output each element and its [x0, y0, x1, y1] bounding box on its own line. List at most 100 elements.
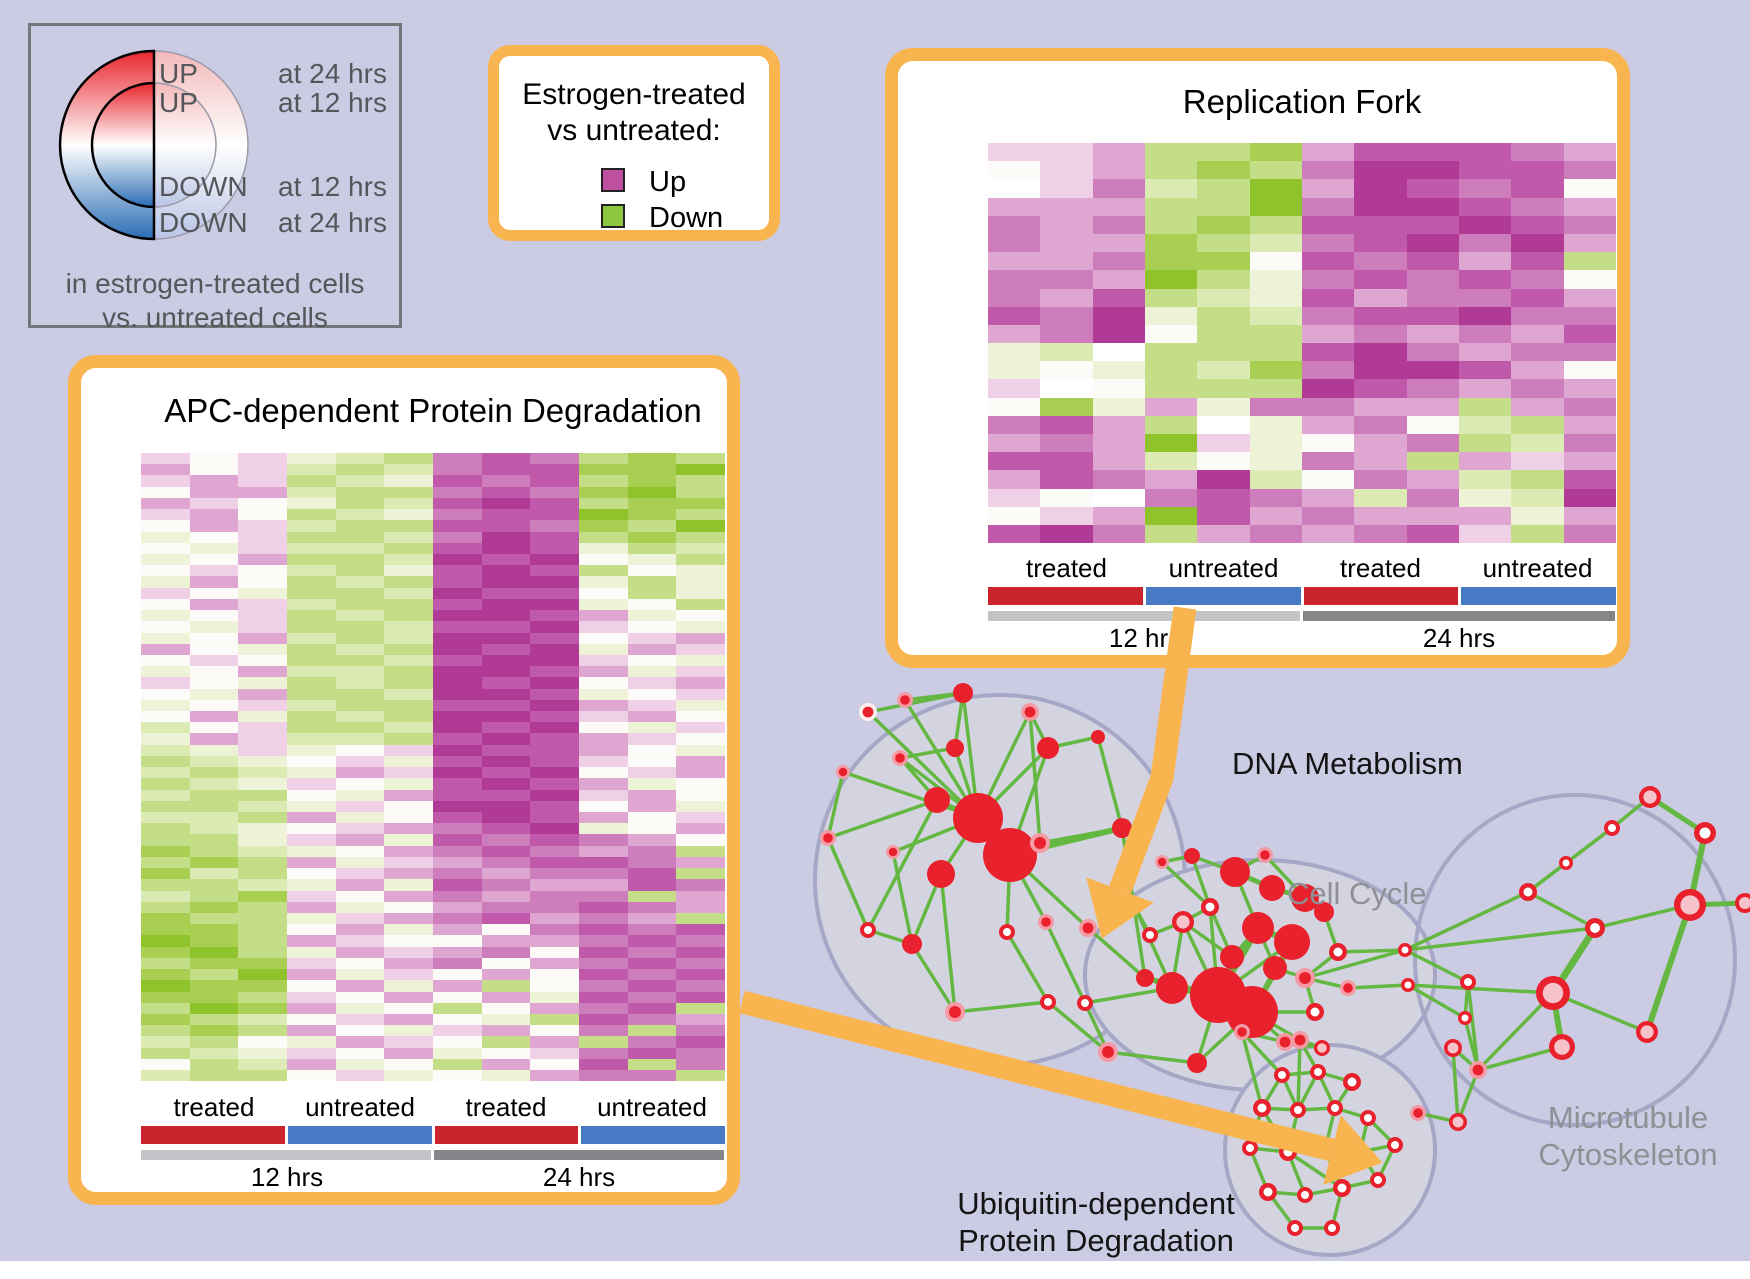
- network-node-core: [1263, 1187, 1273, 1197]
- network-node-core: [1102, 1046, 1114, 1058]
- heatmap-row: [141, 912, 726, 925]
- network-node-core: [1542, 982, 1564, 1004]
- heatmap-row: [141, 778, 726, 790]
- network-edge: [1404, 948, 1469, 984]
- network-node-core: [1464, 978, 1472, 986]
- circle-legend-direction: DOWN: [159, 207, 248, 238]
- treated-bar: [988, 587, 1143, 605]
- group-label: untreated: [597, 1092, 707, 1122]
- network-node: [946, 739, 964, 757]
- network-node: [1220, 857, 1250, 887]
- network-node: [1037, 737, 1059, 759]
- network-node-core: [1413, 1108, 1423, 1118]
- network-node-core: [1044, 998, 1052, 1006]
- network-edge: [1407, 983, 1466, 1020]
- network-node-core: [1294, 1034, 1306, 1046]
- heatmap-row: [141, 901, 726, 913]
- up-color-swatch: [601, 168, 625, 192]
- connector-arrow-head: [1086, 877, 1154, 939]
- network-node-core: [1146, 931, 1154, 939]
- network-node-core: [1608, 824, 1616, 832]
- network-node-core: [1294, 1106, 1302, 1114]
- circle-legend-box: UP at 24 hrs UP at 12 hrs DOWN at 12 hrs DOWN a…: [28, 23, 402, 333]
- heatmap-row: [141, 531, 726, 543]
- network-node-core: [1643, 790, 1657, 804]
- heatmap-row: [141, 598, 726, 611]
- heatmap-row: [141, 1002, 726, 1014]
- network-node-core: [1461, 1014, 1469, 1022]
- network-node: [1274, 924, 1310, 960]
- estrogen-legend-box: Estrogen-treated vs untreated: Up Down: [488, 45, 780, 241]
- estrogen-legend-item: Down: [499, 202, 769, 234]
- network-node-core: [838, 767, 848, 777]
- network-edge: [1046, 1000, 1110, 1054]
- network-node: [983, 828, 1037, 882]
- network-node-core: [1176, 915, 1190, 929]
- heatmap-row: [141, 834, 726, 846]
- network-node: [1112, 818, 1132, 838]
- estrogen-legend-item-label: Up: [649, 166, 687, 198]
- heatmap-row: [141, 755, 726, 768]
- network-node: [1091, 730, 1105, 744]
- network-node-core: [1310, 1007, 1320, 1017]
- heatmap-row: [988, 288, 1616, 307]
- network-node: [1184, 848, 1200, 864]
- network-edge: [939, 873, 957, 1013]
- network-node-core: [1328, 1224, 1336, 1232]
- network-edge: [1240, 1030, 1284, 1077]
- heatmap-row: [988, 161, 1616, 180]
- heatmap-row: [141, 677, 726, 689]
- network-node-core: [1401, 946, 1409, 954]
- heatmap-row: [988, 233, 1616, 253]
- network-node: [902, 934, 922, 954]
- heatmap-row: [988, 397, 1616, 416]
- network-edge: [826, 837, 870, 931]
- estrogen-legend-item: Up: [499, 166, 769, 198]
- group-label: treated: [1340, 553, 1421, 583]
- replication-fork-panel: Replication Fork treated untreated treated u…: [885, 48, 1630, 668]
- network-edge: [826, 771, 845, 839]
- circle-legend-caption-2: vs. untreated cells: [102, 302, 328, 333]
- network-node-core: [1003, 928, 1011, 936]
- network-edge: [1107, 1050, 1198, 1065]
- network-node-core: [1699, 827, 1711, 839]
- heatmap-row: [141, 520, 726, 532]
- network-node: [1242, 912, 1274, 944]
- circle-legend-direction: DOWN: [159, 171, 248, 202]
- cluster-label: Cytoskeleton: [1538, 1137, 1718, 1172]
- heatmap-row: [988, 179, 1616, 198]
- heatmap-row: [141, 1025, 726, 1037]
- heatmap-row: [141, 632, 726, 644]
- heatmap: [988, 143, 1616, 544]
- untreated-bar: [287, 1126, 432, 1144]
- untreated-bar: [581, 1126, 725, 1144]
- connector-arrow-shaft: [1109, 606, 1197, 895]
- circle-legend-time: at 24 hrs: [278, 58, 387, 89]
- heatmap-row: [141, 610, 726, 622]
- heatmap-row: [141, 509, 726, 521]
- heatmap-row: [141, 957, 726, 970]
- network-node-core: [1680, 895, 1700, 915]
- network-node-core: [1081, 999, 1089, 1007]
- heatmap-row: [141, 453, 726, 465]
- untreated-bar: [1461, 587, 1616, 605]
- network-edge: [899, 746, 956, 760]
- cluster-label: Protein Degradation: [958, 1223, 1234, 1258]
- network-node-core: [1260, 850, 1270, 860]
- estrogen-legend-item-label: Down: [649, 202, 724, 234]
- network-edge: [1347, 983, 1409, 990]
- network-node-core: [1331, 1104, 1339, 1112]
- network-node-core: [1739, 897, 1750, 909]
- network-node-core: [1364, 1114, 1372, 1122]
- network-edge: [1644, 904, 1693, 1033]
- bar-24hrs: [434, 1150, 724, 1160]
- network-node-core: [1590, 923, 1600, 933]
- heatmap-row: [141, 733, 726, 745]
- heatmap-row: [988, 452, 1616, 471]
- heatmap-row: [988, 470, 1616, 489]
- cluster-label: Cell Cycle: [1287, 876, 1427, 911]
- heatmap-row: [141, 845, 726, 857]
- network-edge: [1304, 948, 1406, 980]
- network-node-core: [1317, 1043, 1327, 1053]
